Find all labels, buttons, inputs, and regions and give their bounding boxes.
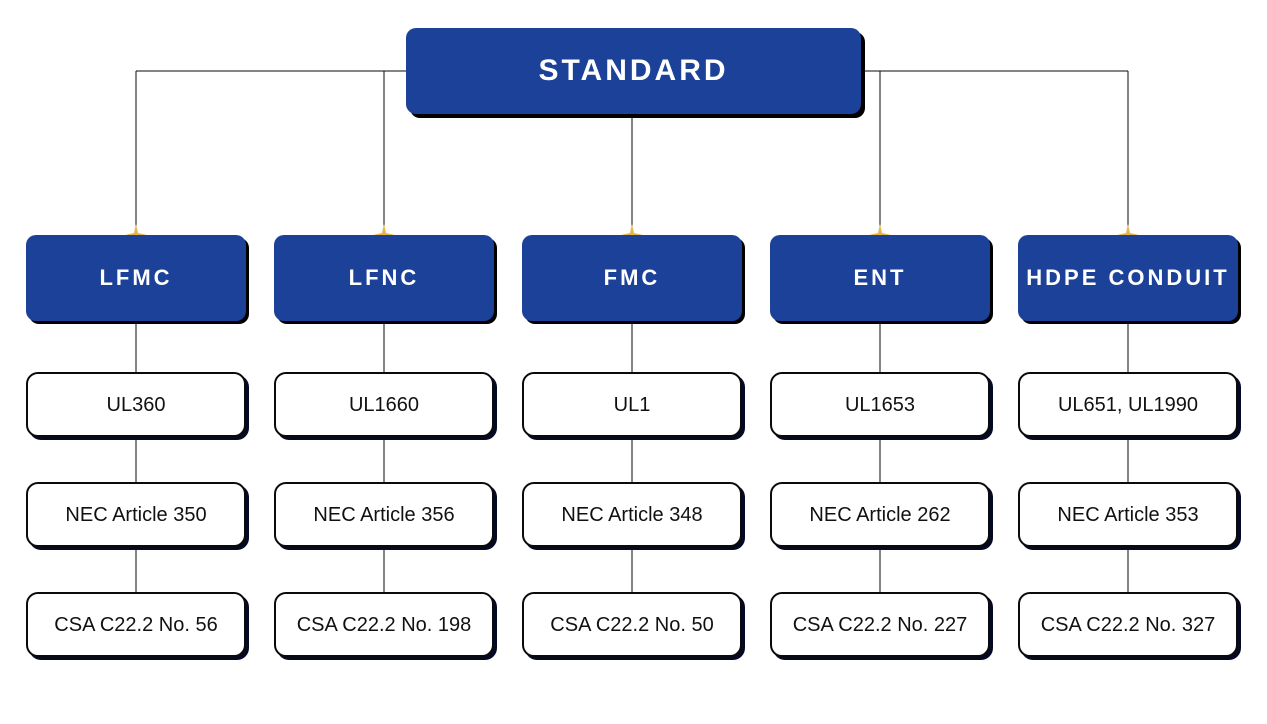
leaf-node: NEC Article 353 (1018, 482, 1238, 547)
leaf-node: CSA C22.2 No. 56 (26, 592, 246, 657)
leaf-label: CSA C22.2 No. 198 (297, 612, 472, 638)
leaf-node: UL1 (522, 372, 742, 437)
root-label: STANDARD (538, 54, 728, 88)
category-label: ENT (854, 265, 907, 291)
diagram-container: STANDARD LFMC UL360 NEC Article 350 CSA C22… (0, 0, 1267, 724)
leaf-node: NEC Article 348 (522, 482, 742, 547)
leaf-node: UL1653 (770, 372, 990, 437)
category-node: ENT (770, 235, 990, 321)
leaf-label: NEC Article 356 (313, 502, 454, 528)
category-node: LFMC (26, 235, 246, 321)
leaf-node: NEC Article 262 (770, 482, 990, 547)
leaf-label: CSA C22.2 No. 50 (550, 612, 713, 638)
leaf-node: UL1660 (274, 372, 494, 437)
leaf-label: UL360 (107, 392, 166, 418)
category-label: LFMC (99, 265, 172, 291)
leaf-node: CSA C22.2 No. 327 (1018, 592, 1238, 657)
leaf-label: NEC Article 353 (1057, 502, 1198, 528)
category-node: HDPE CONDUIT (1018, 235, 1238, 321)
leaf-label: NEC Article 350 (65, 502, 206, 528)
leaf-label: NEC Article 348 (561, 502, 702, 528)
leaf-label: UL651, UL1990 (1058, 392, 1198, 418)
leaf-node: CSA C22.2 No. 50 (522, 592, 742, 657)
category-node: FMC (522, 235, 742, 321)
leaf-label: UL1660 (349, 392, 419, 418)
category-label: HDPE CONDUIT (1026, 265, 1229, 291)
leaf-node: NEC Article 350 (26, 482, 246, 547)
category-label: FMC (604, 265, 661, 291)
leaf-node: CSA C22.2 No. 227 (770, 592, 990, 657)
leaf-label: CSA C22.2 No. 56 (54, 612, 217, 638)
root-node: STANDARD (406, 28, 861, 114)
leaf-node: UL360 (26, 372, 246, 437)
leaf-node: UL651, UL1990 (1018, 372, 1238, 437)
leaf-label: UL1653 (845, 392, 915, 418)
category-label: LFNC (349, 265, 420, 291)
category-node: LFNC (274, 235, 494, 321)
leaf-label: CSA C22.2 No. 327 (1041, 612, 1216, 638)
leaf-label: NEC Article 262 (809, 502, 950, 528)
leaf-label: CSA C22.2 No. 227 (793, 612, 968, 638)
leaf-node: NEC Article 356 (274, 482, 494, 547)
leaf-label: UL1 (614, 392, 651, 418)
leaf-node: CSA C22.2 No. 198 (274, 592, 494, 657)
